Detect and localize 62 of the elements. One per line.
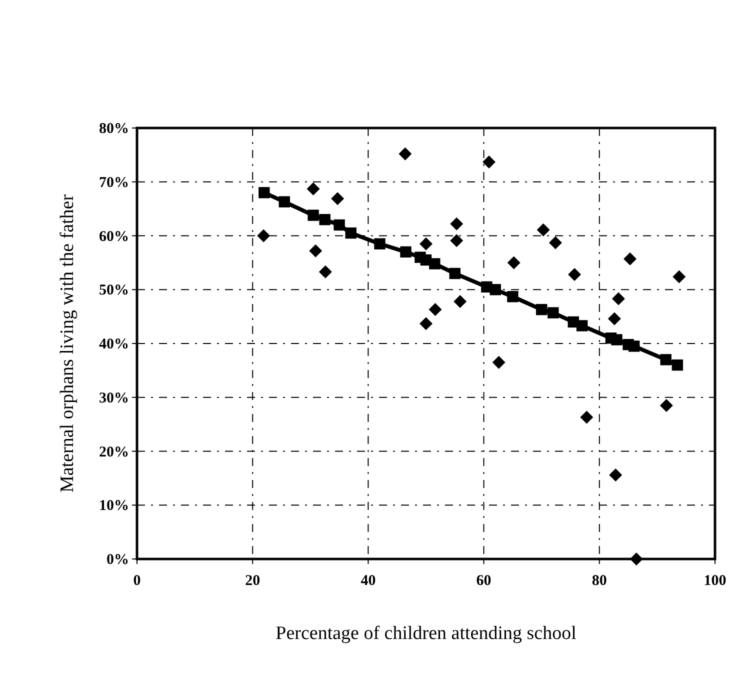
point	[374, 238, 386, 250]
point	[308, 210, 319, 221]
point	[309, 244, 322, 258]
y-tick-label: 60%	[99, 228, 129, 245]
point	[611, 334, 622, 346]
y-tick-label: 10%	[99, 498, 129, 514]
point	[609, 468, 622, 482]
y-tick-label: 50%	[99, 282, 129, 299]
point	[331, 192, 344, 206]
point	[672, 270, 686, 284]
point	[398, 147, 412, 160]
point	[568, 268, 582, 282]
point	[420, 237, 432, 250]
y-tick-label: 40%	[99, 336, 129, 352]
point	[536, 304, 548, 316]
point	[628, 340, 640, 352]
point	[400, 246, 412, 258]
y-axis-title: Maternal orphans living with the father	[57, 194, 78, 493]
point	[450, 234, 464, 248]
point	[318, 265, 332, 278]
point	[660, 354, 672, 366]
point	[536, 223, 550, 236]
y-tick-label: 0%	[106, 552, 129, 568]
y-tick-label: 30%	[99, 390, 129, 406]
x-axis-title: Percentage of children attending school	[276, 623, 576, 644]
point	[580, 410, 594, 424]
x-tick-label: 80	[592, 573, 607, 589]
point	[257, 229, 270, 242]
point	[258, 187, 270, 198]
point	[548, 307, 559, 318]
y-tick-label: 70%	[99, 174, 129, 191]
point	[490, 284, 501, 296]
point	[454, 294, 467, 308]
x-tick-label: 20	[245, 573, 260, 589]
point	[345, 227, 356, 239]
point	[492, 356, 506, 369]
y-tick-label: 80%	[99, 121, 129, 137]
point	[660, 398, 673, 412]
x-tick-label: 60	[476, 573, 492, 589]
point	[548, 236, 562, 250]
point	[278, 196, 290, 208]
point	[507, 291, 518, 302]
point	[449, 268, 460, 280]
point	[630, 552, 643, 566]
point	[334, 219, 345, 231]
point	[429, 258, 440, 270]
point	[319, 214, 330, 226]
point	[507, 256, 520, 270]
x-tick-label: 40	[360, 573, 376, 589]
point	[306, 182, 320, 196]
y-tick-label: 20%	[99, 444, 129, 460]
point	[420, 317, 432, 330]
x-tick-label: 100	[704, 573, 726, 589]
point	[482, 155, 496, 168]
point	[576, 320, 588, 332]
point	[624, 252, 637, 266]
point	[672, 359, 684, 371]
point	[608, 312, 621, 326]
x-tick-label: 0	[133, 573, 141, 589]
point	[612, 292, 625, 306]
point	[428, 303, 442, 316]
point	[450, 217, 464, 230]
